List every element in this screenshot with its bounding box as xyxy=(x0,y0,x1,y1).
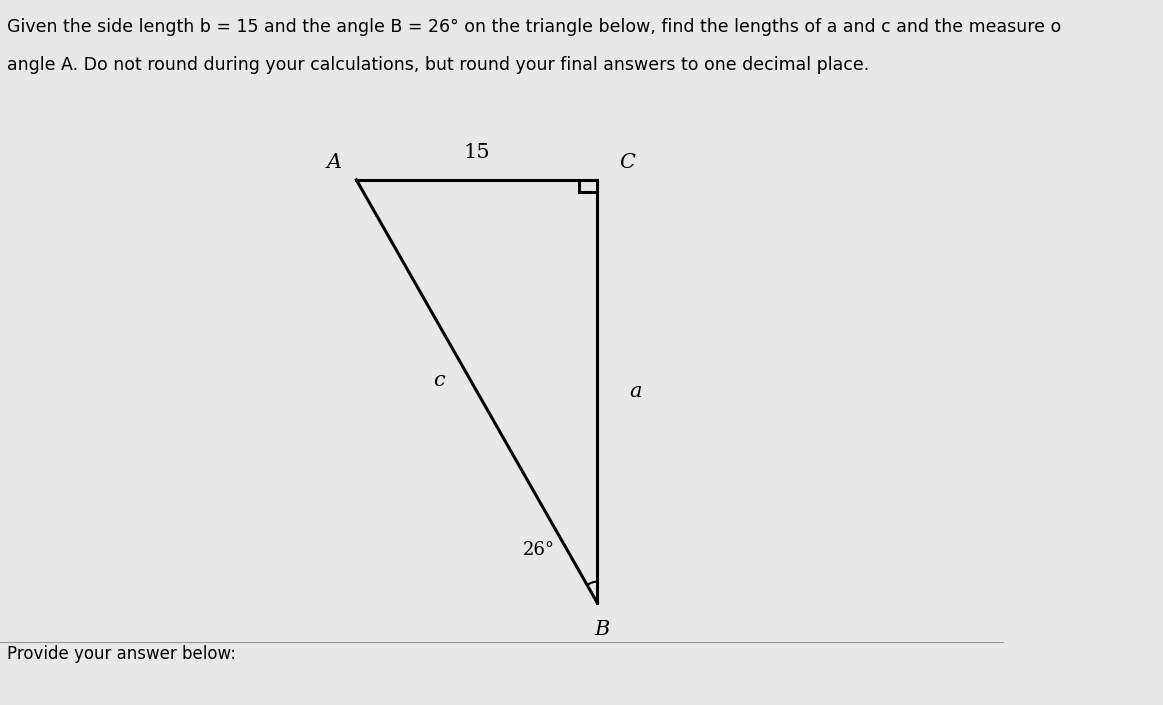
Text: c: c xyxy=(433,372,444,390)
Text: A: A xyxy=(327,153,342,171)
Text: B: B xyxy=(594,620,609,639)
Text: C: C xyxy=(620,153,635,171)
Text: Given the side length b = 15 and the angle B = 26° on the triangle below, find t: Given the side length b = 15 and the ang… xyxy=(7,18,1062,36)
Text: Provide your answer below:: Provide your answer below: xyxy=(7,645,236,663)
Text: 26°: 26° xyxy=(523,541,555,559)
Text: angle A. Do not round during your calculations, but round your final answers to : angle A. Do not round during your calcul… xyxy=(7,56,869,75)
Text: a: a xyxy=(629,382,642,400)
Text: 15: 15 xyxy=(464,144,490,162)
